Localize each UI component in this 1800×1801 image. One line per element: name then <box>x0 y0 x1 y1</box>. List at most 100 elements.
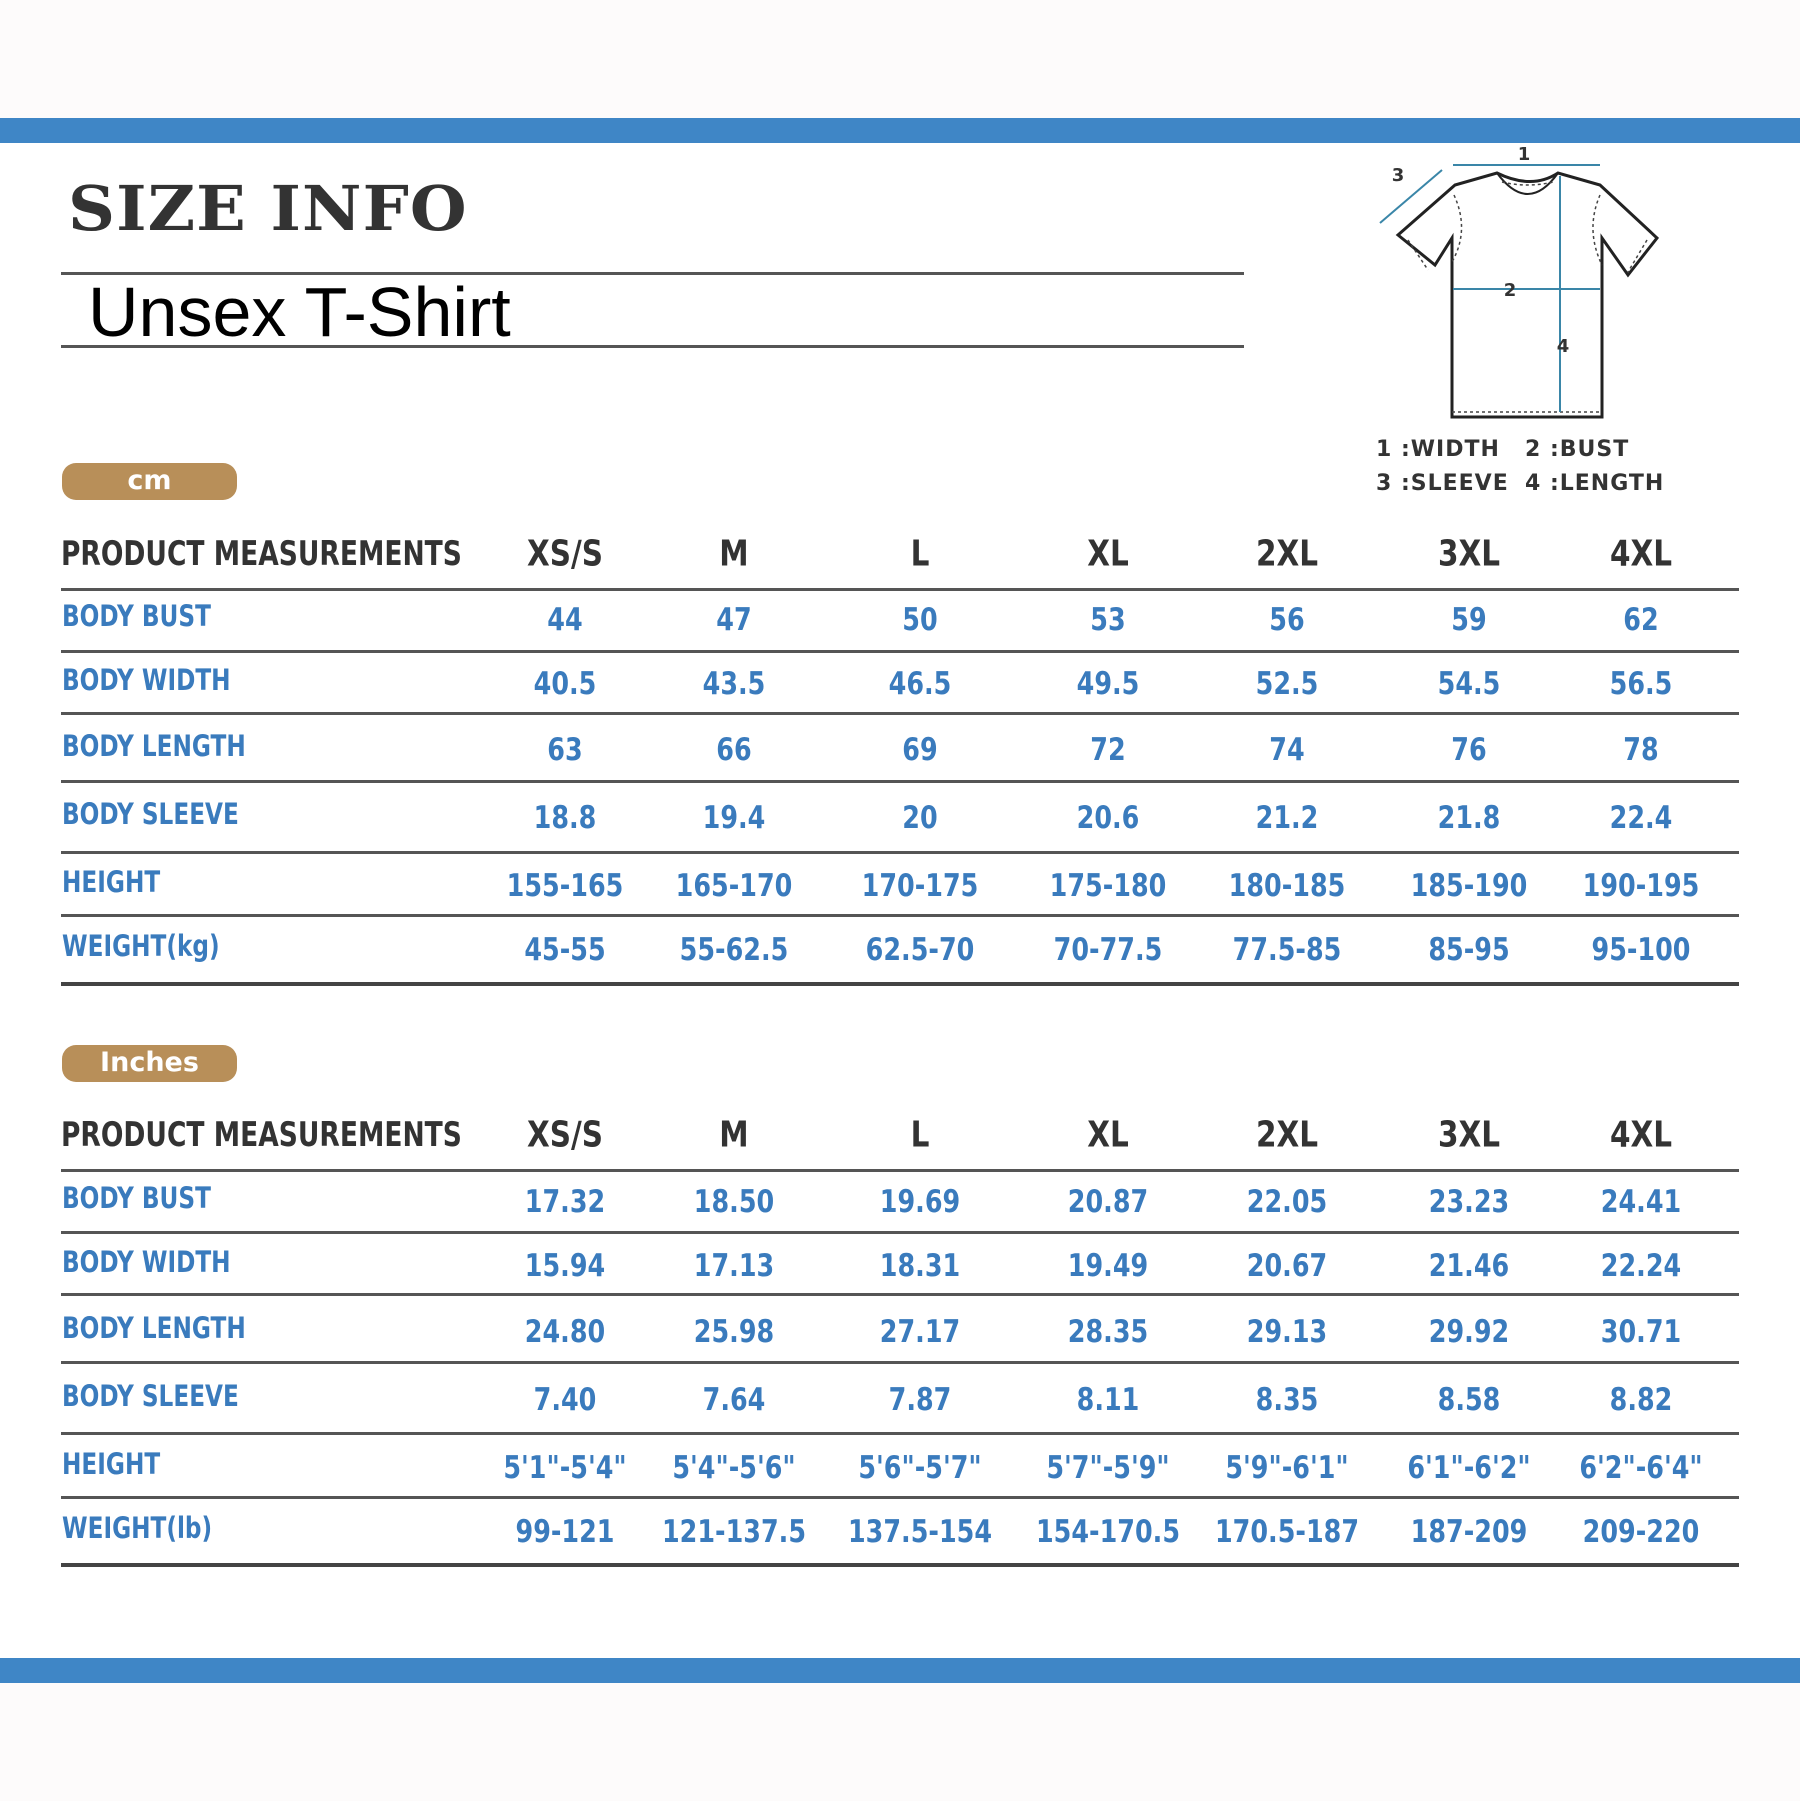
column-header-size: XL <box>1087 1114 1129 1156</box>
row-divider <box>61 1432 1739 1435</box>
row-label: WEIGHT(lb) <box>62 1511 213 1545</box>
table-cell: 24.80 <box>524 1314 606 1350</box>
row-divider <box>61 851 1739 854</box>
table-cell: 99-121 <box>515 1514 615 1550</box>
row-label: BODY BUST <box>62 599 211 633</box>
table-cell: 30.71 <box>1600 1314 1682 1350</box>
table-cell: 180-185 <box>1228 868 1346 904</box>
table-cell: 52.5 <box>1255 666 1319 702</box>
column-header-size: XS/S <box>526 1114 604 1156</box>
table-cell: 45-55 <box>524 932 606 968</box>
legend-sleeve: 3 :SLEEVE <box>1376 471 1509 496</box>
column-header-size: 2XL <box>1255 1114 1319 1156</box>
unit-badge: cm <box>62 463 237 500</box>
table-cell: 121-137.5 <box>661 1514 807 1550</box>
table-cell: 6'1"-6'2" <box>1407 1450 1531 1486</box>
row-label: BODY LENGTH <box>62 729 246 763</box>
column-header-size: 3XL <box>1437 1114 1501 1156</box>
legend-width: 1 :WIDTH <box>1376 437 1500 462</box>
table-cell: 22.4 <box>1609 800 1673 836</box>
table-cell: 95-100 <box>1591 932 1691 968</box>
table-cell: 20.67 <box>1246 1248 1328 1284</box>
size-chart-page <box>0 143 1800 1658</box>
row-divider <box>61 914 1739 917</box>
row-label: BODY WIDTH <box>62 1245 231 1279</box>
table-cell: 59 <box>1451 602 1487 638</box>
table-cell: 20 <box>902 800 938 836</box>
row-label: HEIGHT <box>62 1447 161 1481</box>
column-header-size: L <box>910 1114 930 1156</box>
table-cell: 5'1"-5'4" <box>503 1450 627 1486</box>
row-divider <box>61 1169 1739 1172</box>
table-cell: 17.32 <box>524 1184 606 1220</box>
table-cell: 154-170.5 <box>1035 1514 1181 1550</box>
table-cell: 28.35 <box>1067 1314 1149 1350</box>
row-divider <box>61 650 1739 653</box>
column-header-size: XS/S <box>526 533 604 575</box>
table-cell: 187-209 <box>1410 1514 1528 1550</box>
table-cell: 56 <box>1269 602 1305 638</box>
table-cell: 15.94 <box>524 1248 606 1284</box>
column-header-size: 4XL <box>1609 533 1673 575</box>
table-cell: 17.13 <box>693 1248 775 1284</box>
row-divider <box>61 1231 1739 1234</box>
table-cell: 19.4 <box>702 800 766 836</box>
column-header-size: L <box>910 533 930 575</box>
table-cell: 77.5-85 <box>1232 932 1342 968</box>
marker-1: 1 <box>1518 144 1531 165</box>
table-cell: 40.5 <box>533 666 597 702</box>
column-header-size: 3XL <box>1437 533 1501 575</box>
table-cell: 47 <box>716 602 752 638</box>
table-cell: 76 <box>1451 732 1487 768</box>
column-header-size: 4XL <box>1609 1114 1673 1156</box>
column-header: PRODUCT MEASUREMENTS <box>61 534 462 574</box>
table-cell: 137.5-154 <box>847 1514 993 1550</box>
marker-2: 2 <box>1504 280 1517 301</box>
table-cell: 24.41 <box>1600 1184 1682 1220</box>
product-subtitle: Unsex T-Shirt <box>88 273 511 351</box>
table-cell: 55-62.5 <box>679 932 789 968</box>
table-cell: 5'6"-5'7" <box>858 1450 982 1486</box>
table-cell: 20.6 <box>1076 800 1140 836</box>
table-cell: 18.31 <box>879 1248 961 1284</box>
table-cell: 43.5 <box>702 666 766 702</box>
row-divider <box>61 588 1739 591</box>
table-cell: 29.13 <box>1246 1314 1328 1350</box>
table-cell: 78 <box>1623 732 1659 768</box>
table-cell: 20.87 <box>1067 1184 1149 1220</box>
row-label: BODY WIDTH <box>62 663 231 697</box>
t-shirt-diagram-icon: 1 2 3 4 <box>1379 144 1660 419</box>
row-label: BODY LENGTH <box>62 1311 246 1345</box>
table-cell: 44 <box>547 602 583 638</box>
legend-bust: 2 :BUST <box>1525 437 1630 462</box>
table-cell: 22.24 <box>1600 1248 1682 1284</box>
table-cell: 19.49 <box>1067 1248 1149 1284</box>
table-cell: 56.5 <box>1609 666 1673 702</box>
table-cell: 6'2"-6'4" <box>1579 1450 1703 1486</box>
table-cell: 5'7"-5'9" <box>1046 1450 1170 1486</box>
table-cell: 62 <box>1623 602 1659 638</box>
column-header-size: 2XL <box>1255 533 1319 575</box>
table-cell: 66 <box>716 732 752 768</box>
table-cell: 29.92 <box>1428 1314 1510 1350</box>
table-cell: 85-95 <box>1428 932 1510 968</box>
row-label: HEIGHT <box>62 865 161 899</box>
table-cell: 49.5 <box>1076 666 1140 702</box>
table-cell: 155-165 <box>506 868 624 904</box>
table-cell: 54.5 <box>1437 666 1501 702</box>
table-cell: 62.5-70 <box>865 932 975 968</box>
table-cell: 170-175 <box>861 868 979 904</box>
marker-4: 4 <box>1557 336 1570 357</box>
bottom-accent-bar <box>0 1658 1800 1683</box>
column-header-size: XL <box>1087 533 1129 575</box>
table-cell: 170.5-187 <box>1214 1514 1360 1550</box>
row-divider <box>61 780 1739 783</box>
unit-badge: Inches <box>62 1045 237 1082</box>
table-cell: 23.23 <box>1428 1184 1510 1220</box>
table-cell: 8.35 <box>1255 1382 1319 1418</box>
table-cell: 50 <box>902 602 938 638</box>
table-cell: 25.98 <box>693 1314 775 1350</box>
table-cell: 21.2 <box>1255 800 1319 836</box>
table-cell: 7.87 <box>888 1382 952 1418</box>
row-label: BODY SLEEVE <box>62 797 239 831</box>
